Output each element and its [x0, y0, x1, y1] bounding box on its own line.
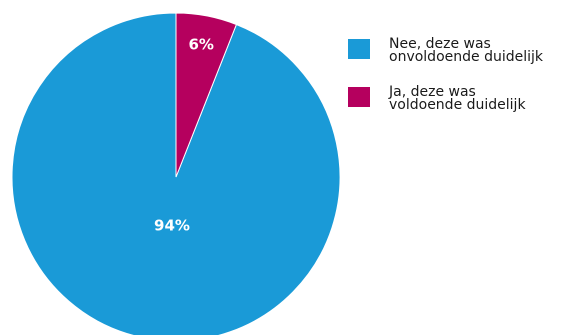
legend-item-nee: Nee, deze was onvoldoende duidelijk — [348, 36, 559, 86]
slice-label-ja: 6% — [188, 35, 213, 53]
legend-swatch-nee — [348, 39, 370, 59]
legend-label-nee-line2: onvoldoende duidelijk — [389, 49, 543, 65]
legend-label-nee-line1: Nee, deze was — [389, 36, 491, 52]
legend-label-ja-line1: Ja, deze was — [389, 84, 476, 100]
legend-item-ja: Ja, deze was voldoende duidelijk — [348, 84, 559, 134]
legend-swatch-ja — [348, 87, 370, 107]
legend: Nee, deze was onvoldoende duidelijk Ja, … — [348, 36, 559, 134]
legend-label-ja-line2: voldoende duidelijk — [389, 97, 526, 113]
slice-label-nee: 94% — [154, 217, 190, 235]
legend-label-nee: Nee, deze was onvoldoende duidelijk — [389, 36, 559, 65]
pie-slice-ja — [175, 12, 238, 178]
legend-label-ja: Ja, deze was voldoende duidelijk — [389, 84, 559, 113]
pie-chart: 94% 6% — [11, 12, 340, 335]
